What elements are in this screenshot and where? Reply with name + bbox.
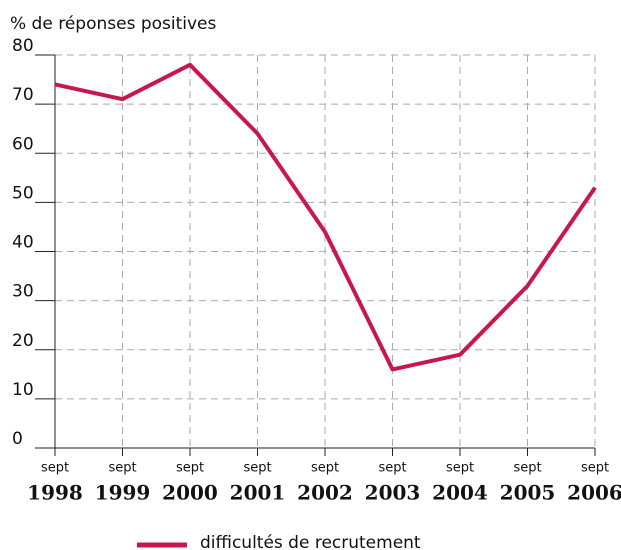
y-axis-label: % de réponses positives (10, 14, 217, 34)
y-tick-label: 0 (12, 429, 23, 449)
data-line (54, 62, 597, 372)
x-tick-month: sept (41, 461, 69, 476)
x-tick-month: sept (311, 461, 339, 476)
x-tick-year: 2001 (230, 481, 286, 505)
x-tick-month: sept (108, 461, 136, 476)
y-tick-label: 70 (12, 85, 34, 105)
x-tick-year: 2004 (432, 481, 488, 505)
x-tick-year: 2002 (297, 481, 353, 505)
x-tick-month: sept (446, 461, 474, 476)
y-tick-label: 50 (12, 183, 34, 203)
legend-label: difficultés de recrutement (200, 533, 421, 550)
x-tick-year: 1998 (27, 481, 83, 505)
x-tick-month: sept (243, 461, 271, 476)
x-tick-month: sept (176, 461, 204, 476)
x-tick-year: 2006 (567, 481, 621, 505)
x-tick-month: sept (581, 461, 609, 476)
x-tick-year: 2005 (500, 481, 556, 505)
y-tick-label: 60 (12, 134, 34, 154)
x-tick-year: 2000 (162, 481, 218, 505)
x-tick-year: 1999 (95, 481, 151, 505)
y-tick-label: 40 (12, 233, 34, 253)
x-tick-year: 2003 (365, 481, 421, 505)
y-tick-label: 10 (12, 380, 34, 400)
y-tick-label: 20 (12, 331, 34, 351)
x-tick-month: sept (513, 461, 541, 476)
y-tick-label: 30 (12, 282, 34, 302)
y-tick-label: 80 (12, 36, 34, 56)
x-tick-month: sept (378, 461, 406, 476)
